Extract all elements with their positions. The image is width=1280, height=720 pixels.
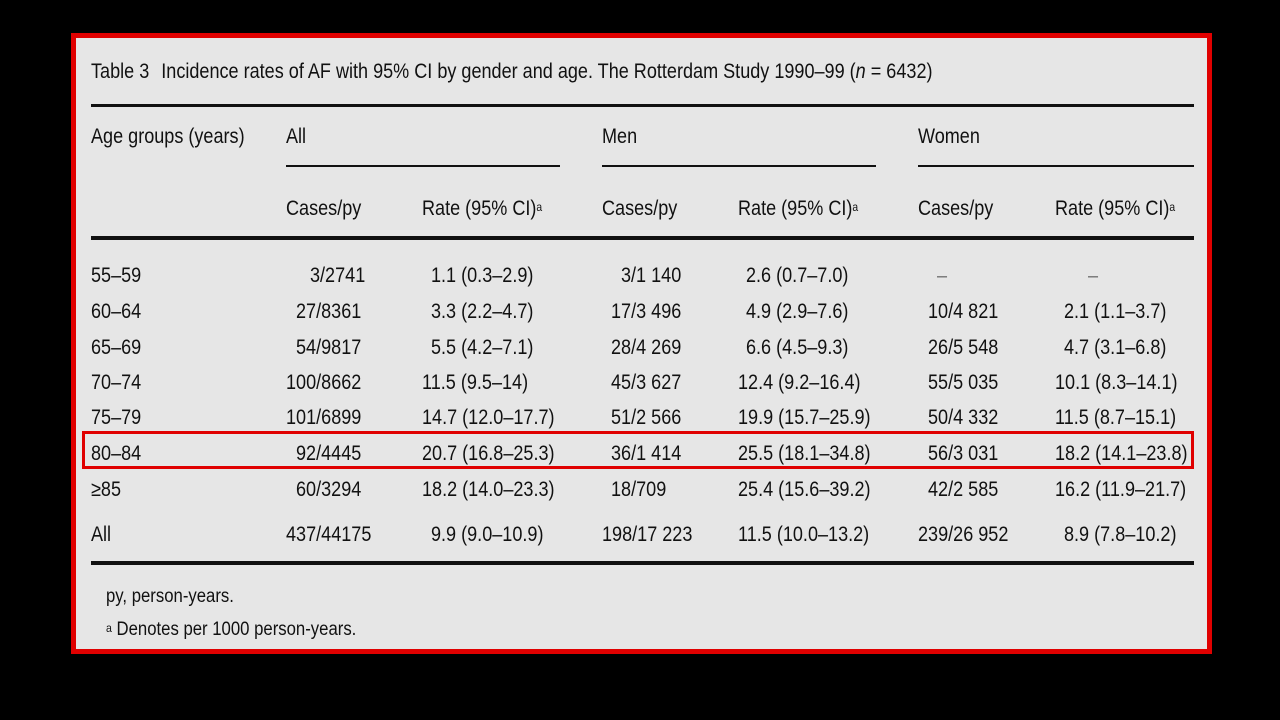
cell-men-cases: 198/17 223 xyxy=(602,523,693,546)
cell-age: 75–79 xyxy=(91,406,142,429)
cell-men-cases: 45/3 627 xyxy=(611,371,682,394)
table-caption-pre: Incidence rates of AF with 95% CI by gen… xyxy=(161,60,856,83)
table-canvas: Table 3 Incidence rates of AF with 95% CI… xyxy=(76,38,1207,649)
subheader-men-cases: Cases/py xyxy=(602,197,678,220)
cell-all-cases: 92/4445 xyxy=(296,442,362,465)
cell-women-cases: 50/4 332 xyxy=(928,406,999,429)
table-frame: Table 3 Incidence rates of AF with 95% CI… xyxy=(71,33,1212,654)
cell-women-cases: 42/2 585 xyxy=(928,478,999,501)
footnote-rate: a Denotes per 1000 person-years. xyxy=(106,619,357,640)
table-title: Table 3 Incidence rates of AF with 95% CI… xyxy=(91,60,933,84)
cell-men-cases: 17/3 496 xyxy=(611,300,682,323)
cell-women-cases: 26/5 548 xyxy=(928,336,999,359)
cell-all-rate: 5.5 (4.2–7.1) xyxy=(431,336,534,359)
group-rule-men xyxy=(602,165,876,167)
group-rule-all xyxy=(286,165,560,167)
cell-age: ≥85 xyxy=(91,478,122,501)
cell-all-rate: 14.7 (12.0–17.7) xyxy=(422,406,555,429)
subheader-men-rate: Rate (95% CI)a xyxy=(738,197,859,220)
cell-men-rate: 25.5 (18.1–34.8) xyxy=(738,442,871,465)
cell-all-cases: 27/8361 xyxy=(296,300,362,323)
cell-age: 70–74 xyxy=(91,371,142,394)
cell-age: All xyxy=(91,523,112,546)
cell-men-cases: 3/1 140 xyxy=(621,264,682,287)
subheader-women-rate: Rate (95% CI)a xyxy=(1055,197,1176,220)
cell-all-rate: 1.1 (0.3–2.9) xyxy=(431,264,534,287)
header-group-women: Women xyxy=(918,125,980,148)
cell-men-cases: 28/4 269 xyxy=(611,336,682,359)
cell-all-cases: 60/3294 xyxy=(296,478,362,501)
cell-women-cases: – xyxy=(937,264,948,287)
table-caption-n: n xyxy=(855,60,866,83)
cell-women-cases: 10/4 821 xyxy=(928,300,999,323)
cell-all-rate: 11.5 (9.5–14) xyxy=(422,371,529,394)
cell-men-rate: 12.4 (9.2–16.4) xyxy=(738,371,861,394)
cell-women-cases: 55/5 035 xyxy=(928,371,999,394)
bottom-rule xyxy=(91,561,1194,565)
header-age-groups: Age groups (years) xyxy=(91,125,245,148)
top-rule xyxy=(91,104,1194,107)
cell-women-rate: 8.9 (7.8–10.2) xyxy=(1064,523,1177,546)
cell-all-rate: 3.3 (2.2–4.7) xyxy=(431,300,534,323)
table-caption-post: = 6432) xyxy=(865,60,933,83)
cell-men-rate: 6.6 (4.5–9.3) xyxy=(746,336,849,359)
cell-women-rate: 16.2 (11.9–21.7) xyxy=(1055,478,1187,501)
cell-women-rate: 18.2 (14.1–23.8) xyxy=(1055,442,1188,465)
header-group-men: Men xyxy=(602,125,638,148)
table-label: Table 3 xyxy=(91,60,150,83)
cell-age: 65–69 xyxy=(91,336,142,359)
cell-age: 80–84 xyxy=(91,442,142,465)
group-rule-women xyxy=(918,165,1194,167)
cell-age: 60–64 xyxy=(91,300,142,323)
cell-women-cases: 239/26 952 xyxy=(918,523,1009,546)
subheader-all-cases: Cases/py xyxy=(286,197,362,220)
cell-women-rate: 4.7 (3.1–6.8) xyxy=(1064,336,1167,359)
cell-all-cases: 54/9817 xyxy=(296,336,362,359)
cell-age: 55–59 xyxy=(91,264,142,287)
cell-women-rate: – xyxy=(1088,264,1099,287)
header-group-all: All xyxy=(286,125,307,148)
cell-all-cases: 437/44175 xyxy=(286,523,372,546)
cell-all-rate: 18.2 (14.0–23.3) xyxy=(422,478,555,501)
cell-women-rate: 11.5 (8.7–15.1) xyxy=(1055,406,1177,429)
cell-men-cases: 51/2 566 xyxy=(611,406,682,429)
cell-all-rate: 20.7 (16.8–25.3) xyxy=(422,442,555,465)
header-rule xyxy=(91,236,1194,240)
cell-men-rate: 19.9 (15.7–25.9) xyxy=(738,406,871,429)
subheader-all-rate: Rate (95% CI)a xyxy=(422,197,543,220)
cell-men-rate: 2.6 (0.7–7.0) xyxy=(746,264,849,287)
cell-men-rate: 25.4 (15.6–39.2) xyxy=(738,478,871,501)
cell-men-cases: 36/1 414 xyxy=(611,442,682,465)
cell-women-rate: 10.1 (8.3–14.1) xyxy=(1055,371,1178,394)
cell-men-cases: 18/709 xyxy=(611,478,667,501)
cell-all-cases: 101/6899 xyxy=(286,406,362,429)
cell-women-rate: 2.1 (1.1–3.7) xyxy=(1064,300,1167,323)
highlight-box-row-80-84 xyxy=(82,431,1194,469)
cell-men-rate: 11.5 (10.0–13.2) xyxy=(738,523,870,546)
cell-women-cases: 56/3 031 xyxy=(928,442,999,465)
cell-men-rate: 4.9 (2.9–7.6) xyxy=(746,300,849,323)
subheader-women-cases: Cases/py xyxy=(918,197,994,220)
footnote-py: py, person-years. xyxy=(106,586,234,607)
cell-all-cases: 3/2741 xyxy=(310,264,366,287)
cell-all-rate: 9.9 (9.0–10.9) xyxy=(431,523,544,546)
cell-all-cases: 100/8662 xyxy=(286,371,362,394)
